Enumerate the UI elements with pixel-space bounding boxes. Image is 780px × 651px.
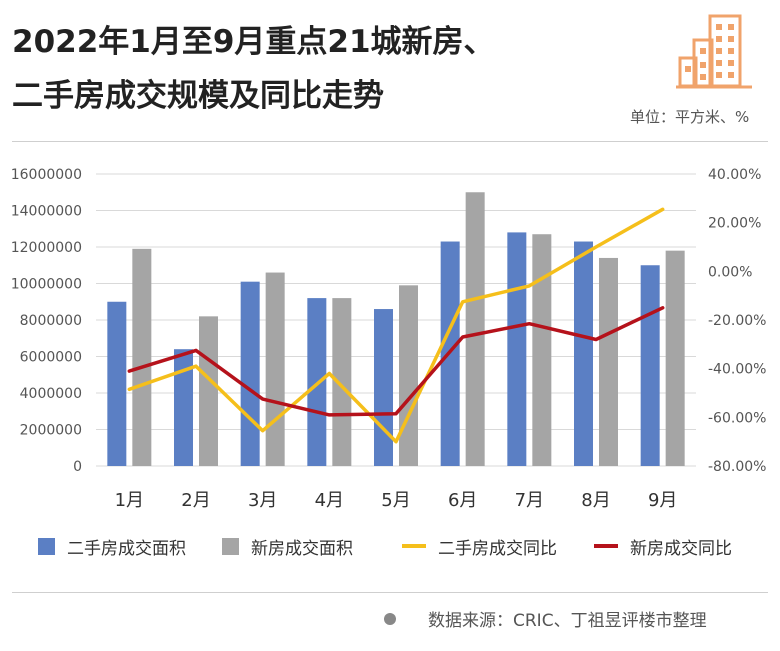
source-text: 数据来源：CRIC、丁祖昱评楼市整理 <box>428 611 707 631</box>
legend-label: 新房成交同比 <box>630 538 732 559</box>
y-left-tick-label: 14000000 <box>11 204 82 220</box>
legend-swatch <box>222 537 239 555</box>
legend-label: 新房成交面积 <box>251 538 353 559</box>
y-left-tick-label: 10000000 <box>11 277 82 293</box>
x-tick-label: 9月 <box>648 490 677 511</box>
footer-divider <box>12 592 768 593</box>
y-left-tick-label: 8000000 <box>20 313 82 329</box>
bar-second-hand-area <box>574 241 593 466</box>
y-right-tick-label: -80.00% <box>708 459 766 475</box>
bullet-dot-icon <box>384 612 396 625</box>
legend-item-second-hand-area: 二手房成交面积 <box>38 532 186 560</box>
bar-new-area <box>532 234 552 466</box>
y-left-tick-label: 6000000 <box>20 350 82 366</box>
line-new-yoy <box>127 306 665 417</box>
x-tick-label: 3月 <box>248 490 277 511</box>
building-icon <box>676 14 752 89</box>
x-tick-label: 5月 <box>381 490 410 511</box>
line-second-hand-yoy <box>127 207 665 444</box>
legend-label: 二手房成交面积 <box>67 538 186 559</box>
y-left-tick-label: 4000000 <box>20 386 82 402</box>
legend-item-new-area: 新房成交面积 <box>222 532 353 560</box>
x-tick-label: 1月 <box>115 490 144 511</box>
bar-new-area <box>332 298 352 466</box>
bar-new-area <box>665 250 685 466</box>
legend-swatch <box>594 544 618 548</box>
y-left-tick-label: 12000000 <box>11 240 82 256</box>
source-note: 数据来源：CRIC、丁祖昱评楼市整理 <box>384 606 707 631</box>
bar-new-area <box>399 285 418 466</box>
bar-second-hand-area <box>240 281 260 466</box>
x-tick-label: 4月 <box>315 490 344 511</box>
chart-legend: 二手房成交面积 新房成交面积 二手房成交同比 新房成交同比 <box>0 532 780 560</box>
y-left-tick-label: 16000000 <box>11 167 82 183</box>
y-right-tick-label: -40.00% <box>708 362 766 378</box>
bar-new-area <box>265 272 285 466</box>
x-tick-label: 7月 <box>515 490 544 511</box>
bar-new-area <box>132 248 152 466</box>
legend-swatch <box>38 537 55 555</box>
x-tick-label: 8月 <box>581 490 610 511</box>
legend-label: 二手房成交同比 <box>438 538 557 559</box>
bar-second-hand-area <box>507 232 527 466</box>
y-right-tick-label: 40.00% <box>708 167 761 183</box>
y-right-tick-label: 0.00% <box>708 264 752 280</box>
y-left-tick-label: 0 <box>73 459 82 475</box>
chart-plot: 0 2000000 4000000 6000000 8000000 10000000 120… <box>11 167 767 511</box>
chart-title-line1: 2022年1月至9月重点21城新房、 <box>12 24 495 60</box>
bar-new-area <box>599 257 618 466</box>
bar-new-area <box>465 192 485 466</box>
bar-second-hand-area <box>107 301 127 466</box>
y-right-tick-label: -20.00% <box>708 313 766 329</box>
legend-item-second-hand-yoy: 二手房成交同比 <box>402 532 557 560</box>
legend-swatch <box>402 544 426 548</box>
legend-item-new-yoy: 新房成交同比 <box>594 532 732 560</box>
bar-second-hand-area <box>174 349 193 466</box>
x-tick-label: 2月 <box>181 490 210 511</box>
bar-new-area <box>199 316 218 466</box>
unit-label: 单位：平方米、% <box>630 108 750 126</box>
bar-second-hand-area <box>374 309 393 466</box>
chart-title-line2: 二手房成交规模及同比走势 <box>12 78 384 114</box>
y-left-tick-label: 2000000 <box>20 423 82 439</box>
x-tick-label: 6月 <box>448 490 477 511</box>
bar-second-hand-area <box>640 265 660 466</box>
y-right-tick-label: 20.00% <box>708 216 761 232</box>
y-right-tick-label: -60.00% <box>708 410 766 426</box>
header-divider <box>12 141 768 142</box>
